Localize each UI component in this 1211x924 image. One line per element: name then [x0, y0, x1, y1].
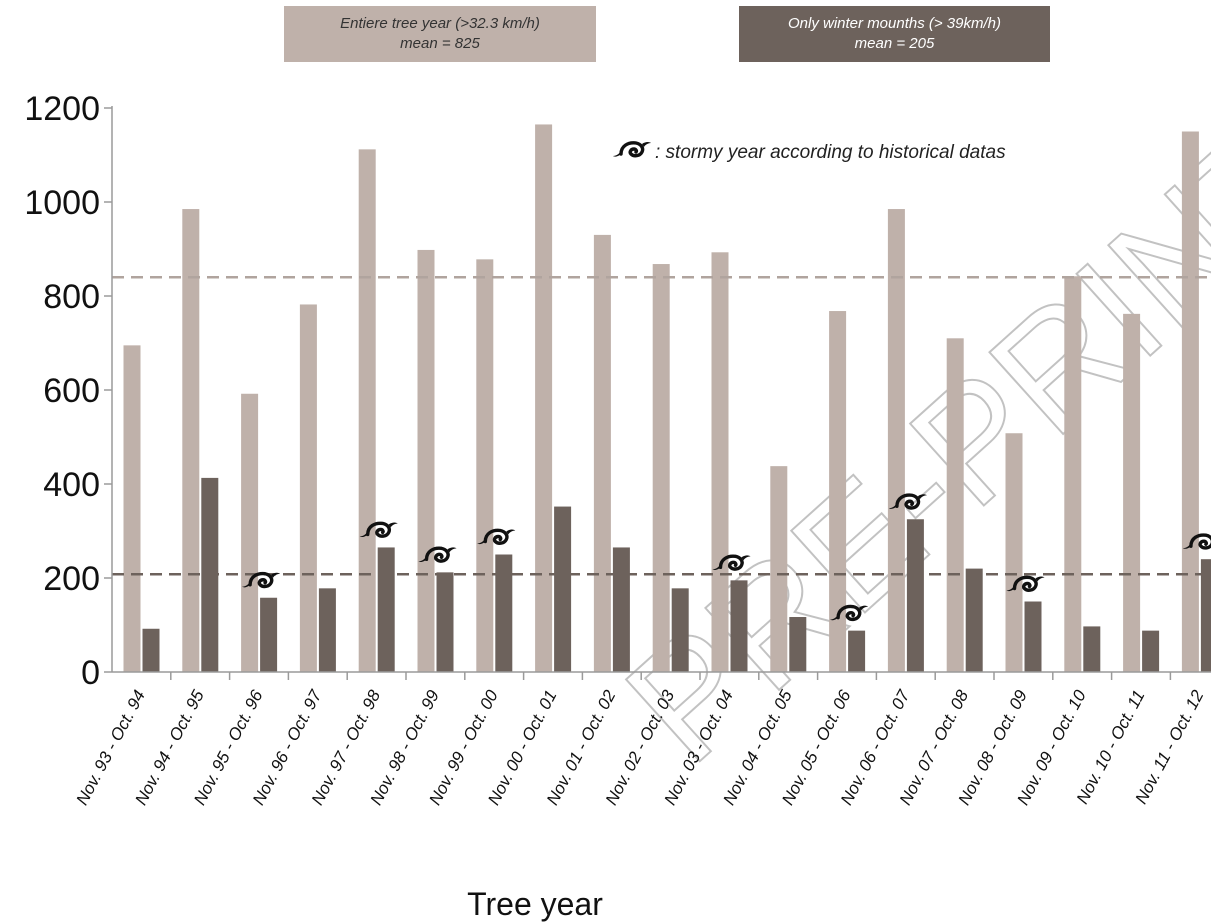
y-tick-label: 600 [43, 372, 100, 410]
bar-winter-months-17 [1142, 630, 1160, 672]
bar-winter-months-9 [671, 588, 689, 672]
legend-winter-months-mean: mean = 205 [854, 35, 935, 52]
bar-winter-months-18 [1200, 559, 1211, 672]
bar-entire-year-10 [711, 252, 729, 673]
bar-winter-months-3 [318, 588, 336, 672]
x-axis-title: Tree year [467, 886, 603, 922]
bar-winter-months-10 [730, 580, 748, 672]
bar-winter-months-0 [142, 628, 160, 672]
bar-winter-months-13 [906, 519, 924, 672]
bar-entire-year-7 [535, 124, 553, 672]
bar-entire-year-3 [299, 304, 317, 672]
bar-entire-year-2 [241, 393, 259, 672]
bar-entire-year-17 [1123, 313, 1141, 672]
y-tick-label: 200 [43, 560, 100, 598]
bar-winter-months-5 [436, 572, 454, 672]
bar-entire-year-9 [652, 264, 670, 672]
bar-winter-months-7 [554, 506, 572, 672]
bar-winter-months-16 [1083, 626, 1101, 672]
legend-entire-year: Entiere tree year (>32.3 km/h) mean = 82… [284, 6, 596, 62]
bar-winter-months-14 [965, 568, 983, 672]
bar-entire-year-12 [829, 311, 847, 672]
bar-winter-months-6 [495, 554, 513, 672]
y-tick-label: 400 [43, 466, 100, 504]
bar-winter-months-8 [612, 547, 630, 672]
bar-entire-year-6 [476, 259, 494, 672]
bar-winter-months-15 [1024, 601, 1042, 672]
bar-winter-months-2 [260, 597, 278, 672]
legend-winter-months-label: Only winter mounths (> 39km/h) [788, 15, 1001, 32]
bar-winter-months-11 [789, 617, 807, 672]
bar-winter-months-12 [848, 630, 866, 672]
y-tick-label: 1000 [24, 184, 100, 222]
annotation-text: : stormy year according to historical da… [655, 142, 1006, 163]
bar-entire-year-14 [946, 338, 964, 672]
y-tick-label: 0 [81, 654, 100, 692]
y-tick-label: 800 [43, 278, 100, 316]
bar-entire-year-4 [358, 149, 376, 673]
legend-winter-months: Only winter mounths (> 39km/h) mean = 20… [739, 6, 1050, 62]
bar-entire-year-15 [1005, 433, 1023, 672]
bar-entire-year-11 [770, 466, 788, 672]
bar-entire-year-8 [593, 234, 611, 672]
bar-entire-year-5 [417, 249, 435, 672]
bar-entire-year-13 [887, 209, 905, 673]
legend-entire-year-label: Entiere tree year (>32.3 km/h) [340, 15, 540, 32]
bar-entire-year-16 [1064, 276, 1082, 672]
bar-entire-year-18 [1181, 131, 1199, 672]
legend-entire-year-mean: mean = 825 [400, 35, 480, 52]
bar-winter-months-4 [377, 547, 395, 672]
y-tick-label: 1200 [24, 90, 100, 128]
annotation-storm-icon [612, 140, 652, 159]
bar-entire-year-0 [123, 345, 141, 672]
bar-entire-year-1 [182, 209, 200, 673]
